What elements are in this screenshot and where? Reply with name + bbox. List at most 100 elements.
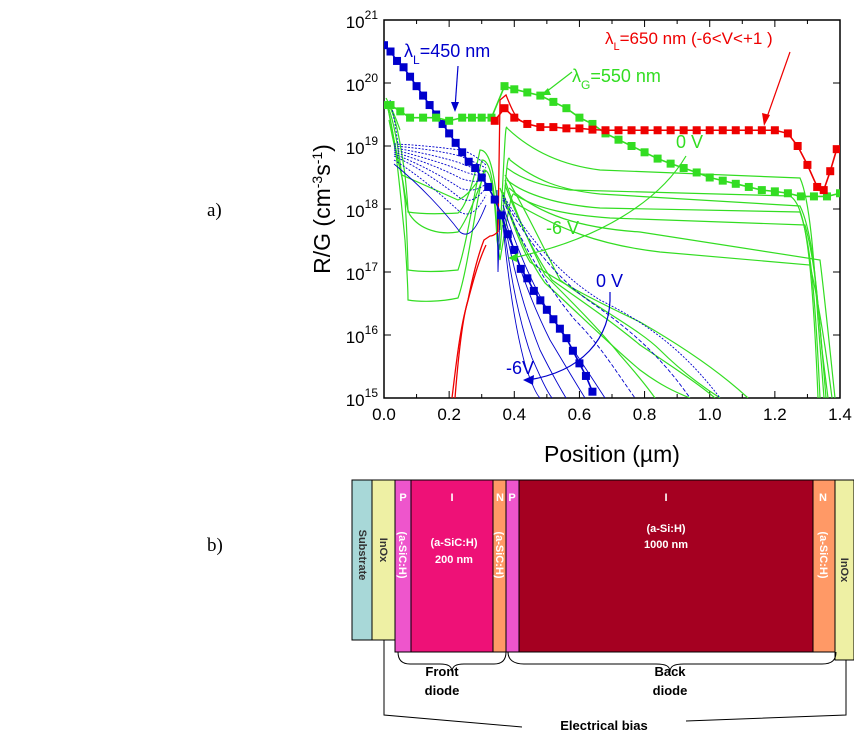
n-front-top-label: N: [496, 492, 504, 504]
blue-data-point: [503, 230, 512, 239]
back-diode-label-2: diode: [653, 683, 688, 698]
red-data-point: [692, 126, 701, 135]
x-tick-label: 0.4: [502, 405, 526, 424]
green-data-point: [477, 113, 486, 122]
blue-data-point: [451, 138, 460, 147]
green-data-point: [445, 116, 454, 125]
green-data-point: [679, 164, 688, 173]
green-data-point: [809, 192, 818, 201]
x-tick-label: 0.0: [372, 405, 396, 424]
i-front-top-label: I: [450, 492, 453, 504]
inox-back-label: InOx: [838, 558, 850, 583]
red-data-point: [500, 104, 509, 113]
red-data-point: [832, 145, 840, 154]
blue-data-point: [412, 82, 421, 91]
blue-data-point: [464, 157, 473, 166]
panel-label-a: a): [207, 200, 222, 221]
chart-annotations: λL=450 nm λG=550 nm λL=650 nm (-6<V<+1 )…: [404, 29, 791, 385]
blue-data-point: [399, 63, 408, 72]
green-data-point: [458, 113, 467, 122]
layer-i-front: [410, 479, 494, 653]
i-back-thickness: 1000 nm: [644, 539, 688, 551]
x-tick-label: 0.8: [633, 405, 657, 424]
red-data-point: [627, 126, 636, 135]
green-data-point: [549, 97, 558, 106]
y-tick-label: 1019: [346, 134, 379, 158]
red-data-point: [536, 123, 545, 132]
green-data-point: [467, 113, 476, 122]
blue-data-point: [393, 56, 402, 65]
x-tick-label: 1.4: [828, 405, 852, 424]
back-diode-brace: [507, 651, 837, 673]
back-diode-label-1: Back: [654, 664, 686, 679]
blue-data-point: [575, 359, 584, 368]
blue-data-point: [384, 41, 388, 50]
blue-bias-arc: [527, 291, 611, 381]
green-data-point: [510, 85, 519, 94]
green-wavelength-label: λG=550 nm: [572, 66, 661, 92]
red-data-point: [819, 186, 828, 195]
red-data-point: [614, 126, 623, 135]
blue-data-point: [425, 101, 434, 110]
n-back-material-label: (a-SiC:H): [817, 531, 829, 578]
red-data-point: [653, 126, 662, 135]
green-data-point: [500, 82, 509, 91]
blue-data-point: [510, 245, 519, 254]
green-data-point: [588, 119, 597, 128]
green-bias-arrowhead: [508, 253, 518, 262]
green-data-point: [419, 113, 428, 122]
red-wavelength-label: λL=650 nm (-6<V<+1 ): [605, 29, 773, 53]
i-front-thickness: 200 nm: [435, 554, 473, 566]
green-data-point: [770, 187, 779, 196]
green-data-point: [640, 148, 649, 157]
red-data-point: [731, 126, 740, 135]
red-data-point: [666, 126, 675, 135]
red-data-point: [793, 142, 802, 150]
green-data-point: [653, 154, 662, 163]
red-data-point: [490, 116, 499, 125]
blue-data-point: [484, 182, 493, 191]
blue-data-point: [458, 148, 467, 157]
y-tick-label: 1018: [346, 197, 379, 221]
green-data-point: [386, 101, 395, 110]
device-labels: P I (a-SiC:H) 200 nm N P I (a-Si:H) 1000…: [356, 492, 850, 583]
green-data-point: [783, 189, 792, 198]
red-data-point: [510, 113, 519, 122]
bias-bracket-right: [685, 660, 847, 722]
layer-i-back: [518, 479, 814, 653]
red-data-point: [588, 125, 597, 134]
n-front-material-label: (a-SiC:H): [493, 531, 505, 578]
plot-area: [384, 41, 840, 398]
blue-data-point: [529, 286, 538, 295]
red-data-point: [523, 119, 532, 128]
red-data-point: [783, 129, 792, 138]
blue-data-point: [445, 129, 454, 138]
blue-wavelength-label: λL=450 nm: [404, 41, 490, 67]
blue-data-point: [419, 91, 428, 100]
red-data-point: [718, 126, 727, 135]
bias-bracket-left: [383, 640, 523, 728]
red-arrowhead: [762, 113, 770, 126]
green-data-point: [836, 189, 840, 198]
blue-data-point: [523, 274, 532, 283]
blue-0v-label: 0 V: [596, 271, 623, 291]
x-tick-label: 0.6: [568, 405, 592, 424]
y-tick-label: 1015: [346, 386, 379, 410]
green-m6v-label: -6 V: [546, 218, 579, 238]
green-data-point: [562, 104, 571, 113]
green-arrow: [545, 71, 573, 93]
green-data-point: [705, 173, 714, 182]
green-data-point: [718, 176, 727, 185]
panel-label-b: b): [207, 535, 223, 556]
device-diagram: [351, 479, 854, 661]
chart: 0.0 0.2 0.4 0.6 0.8 1.0 1.2 1.4 101510161017101…: [309, 8, 852, 467]
blue-data-point: [477, 173, 486, 182]
diode-braces: [383, 640, 847, 728]
substrate-label: Substrate: [356, 530, 368, 581]
blue-arrowhead: [451, 102, 459, 112]
blue-data-point: [562, 334, 571, 343]
n-back-top-label: N: [819, 492, 827, 504]
green-data-point: [396, 107, 405, 116]
green-data-point: [822, 192, 831, 201]
front-diode-label-2: diode: [425, 683, 460, 698]
